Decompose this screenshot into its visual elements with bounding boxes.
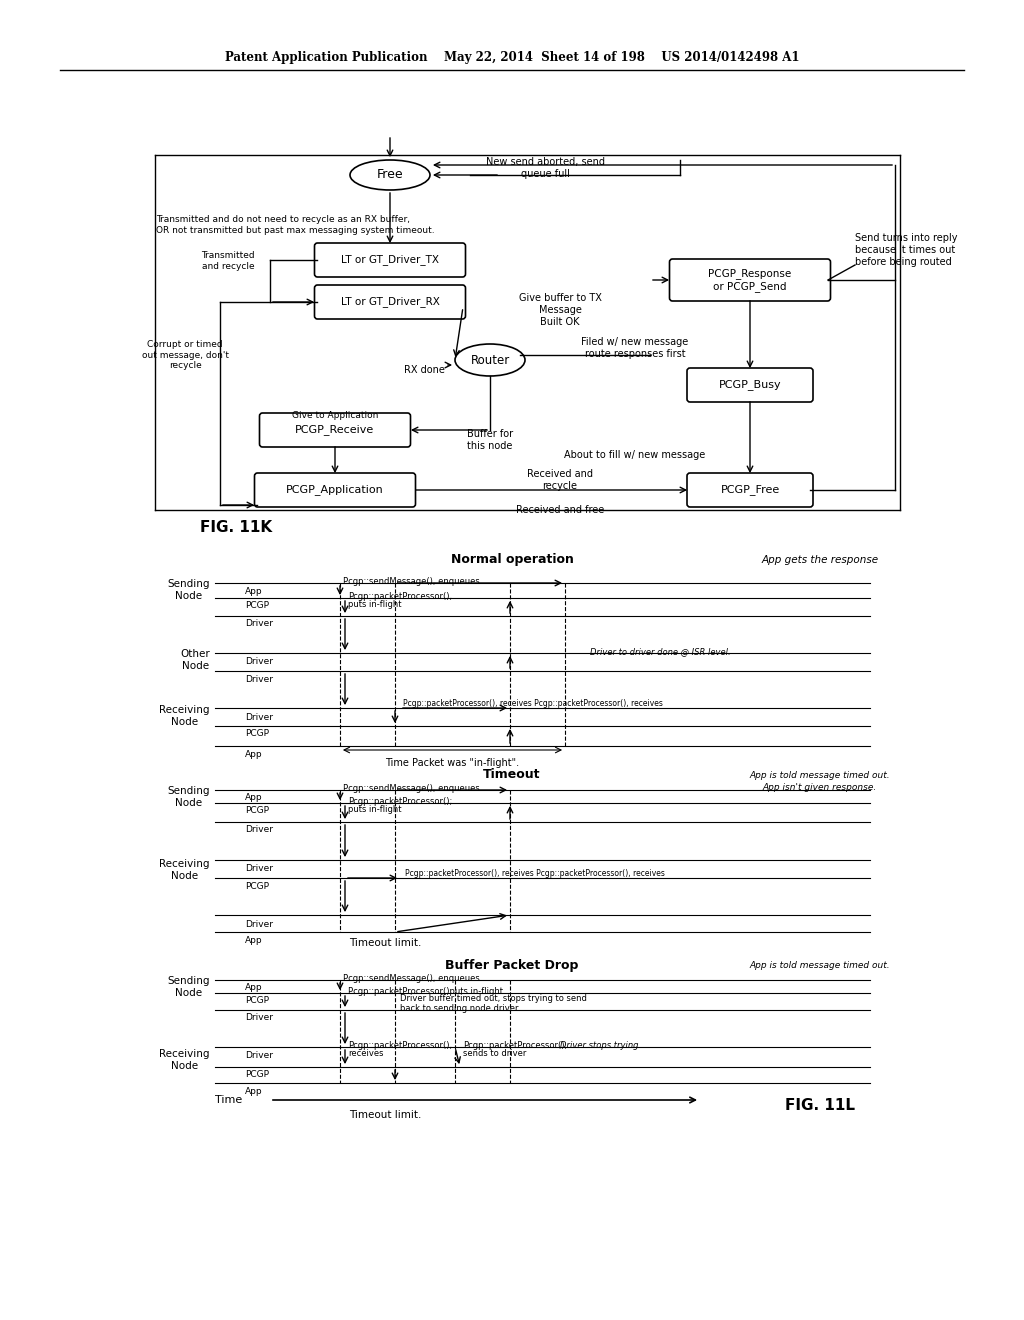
Text: PCGP: PCGP [245,882,269,891]
Text: PCGP_Free: PCGP_Free [720,484,779,495]
Text: Corrupt or timed
out message, don't
recycle: Corrupt or timed out message, don't recy… [141,341,228,370]
Text: Timeout: Timeout [483,768,541,781]
Text: Sending
Node: Sending Node [168,977,210,998]
Text: LT or GT_Driver_TX: LT or GT_Driver_TX [341,255,439,265]
Text: App: App [245,587,262,597]
Text: App isn't given response.: App isn't given response. [763,783,878,792]
Text: Pcgp::packetProcessor(), receives Pcgp::packetProcessor(), receives: Pcgp::packetProcessor(), receives Pcgp::… [403,700,663,708]
Text: Timeout limit.: Timeout limit. [349,1110,421,1119]
Text: Time Packet was "in-flight".: Time Packet was "in-flight". [385,758,519,768]
Text: puts in-flight: puts in-flight [348,601,401,609]
Text: Pcgp::packetProcessor(),: Pcgp::packetProcessor(), [348,1041,453,1049]
Text: Sending
Node: Sending Node [168,579,210,601]
Text: App: App [245,983,262,993]
Text: PCGP: PCGP [245,997,269,1005]
Text: Driver: Driver [245,713,273,722]
Text: Driver: Driver [245,865,273,873]
Text: receives: receives [348,1049,384,1059]
Text: Patent Application Publication    May 22, 2014  Sheet 14 of 198    US 2014/01424: Patent Application Publication May 22, 2… [224,51,800,65]
Text: Pcgp::packetProcessor(),: Pcgp::packetProcessor(), [348,591,453,601]
Text: FIG. 11K: FIG. 11K [200,520,272,536]
Text: Driver: Driver [245,619,273,628]
Text: PCGP_Application: PCGP_Application [286,484,384,495]
Text: App: App [245,793,262,803]
Text: Driver: Driver [245,1012,273,1022]
Text: PCGP_Busy: PCGP_Busy [719,380,781,391]
Text: Pcgp::packetProcessor(),: Pcgp::packetProcessor(), [463,1041,567,1049]
Text: Pcgp::sendMessage(), enqueues: Pcgp::sendMessage(), enqueues [343,784,480,793]
Text: Driver stops trying: Driver stops trying [560,1041,639,1049]
Text: PCGP_Response
or PCGP_Send: PCGP_Response or PCGP_Send [709,268,792,292]
Text: Other
Node: Other Node [180,649,210,671]
Text: Driver: Driver [245,1051,273,1060]
Text: PCGP: PCGP [245,729,269,738]
Text: Driver: Driver [245,920,273,929]
Text: Give buffer to TX
Message
Built OK: Give buffer to TX Message Built OK [518,293,601,326]
Text: Buffer for
this node: Buffer for this node [467,429,513,451]
Text: Receiving
Node: Receiving Node [160,859,210,880]
Text: Pcgp::packetProcessor();: Pcgp::packetProcessor(); [348,797,453,807]
Text: Transmitted
and recycle: Transmitted and recycle [202,251,255,271]
Text: App: App [245,936,262,945]
Text: Pcgp::packetProcessor()puts in-flight: Pcgp::packetProcessor()puts in-flight [348,987,503,997]
Text: Free: Free [377,169,403,181]
Text: Driver: Driver [245,657,273,667]
Text: PCGP_Receive: PCGP_Receive [295,425,375,436]
Text: Give to Application: Give to Application [292,411,378,420]
Text: New send aborted, send
queue full: New send aborted, send queue full [485,157,604,178]
Text: Sending
Node: Sending Node [168,787,210,808]
Text: Received and free: Received and free [516,506,604,515]
Text: App is told message timed out.: App is told message timed out. [750,771,890,780]
Text: Pcgp::sendMessage(), enqueues: Pcgp::sendMessage(), enqueues [343,577,480,586]
Text: Timeout limit.: Timeout limit. [349,939,421,948]
Text: App gets the response: App gets the response [762,554,879,565]
Text: sends to driver: sends to driver [463,1049,526,1059]
Text: About to fill w/ new message: About to fill w/ new message [564,450,706,459]
Text: Buffer Packet Drop: Buffer Packet Drop [445,958,579,972]
Text: Send turns into reply
because it times out
before being routed: Send turns into reply because it times o… [855,234,957,267]
Text: Received and
recycle: Received and recycle [527,469,593,491]
Text: App: App [245,1086,262,1096]
Text: Pcgp::sendMessage(), enqueues: Pcgp::sendMessage(), enqueues [343,974,480,983]
Text: Normal operation: Normal operation [451,553,573,566]
Text: App: App [245,750,262,759]
Text: Time: Time [215,1096,243,1105]
Text: FIG. 11L: FIG. 11L [785,1097,855,1113]
Text: Receiving
Node: Receiving Node [160,705,210,727]
Text: Driver: Driver [245,675,273,684]
Text: Router: Router [470,354,510,367]
Text: Driver to driver done @ ISR level.: Driver to driver done @ ISR level. [590,647,731,656]
Text: Receiving
Node: Receiving Node [160,1049,210,1071]
Text: Filed w/ new message
route responses first: Filed w/ new message route responses fir… [582,337,688,359]
Text: Driver: Driver [245,825,273,834]
Text: LT or GT_Driver_RX: LT or GT_Driver_RX [341,297,439,308]
Text: Pcgp::packetProcessor(), receives Pcgp::packetProcessor(), receives: Pcgp::packetProcessor(), receives Pcgp::… [406,869,665,878]
Text: Transmitted and do not need to recycle as an RX buffer,
OR not transmitted but p: Transmitted and do not need to recycle a… [156,215,434,235]
Text: PCGP: PCGP [245,601,269,610]
Text: puts in-flight: puts in-flight [348,805,401,814]
Text: PCGP: PCGP [245,1071,269,1078]
Text: App is told message timed out.: App is told message timed out. [750,961,890,969]
Text: Driver buffer timed out, stops trying to send
back to sending node driver.: Driver buffer timed out, stops trying to… [400,994,587,1012]
Text: PCGP: PCGP [245,807,269,814]
Text: RX done: RX done [404,366,445,375]
